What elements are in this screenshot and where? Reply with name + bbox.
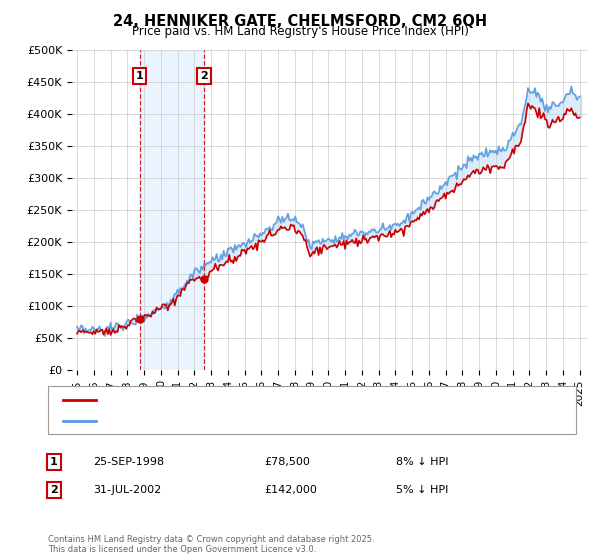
Text: HPI: Average price, semi-detached house, Chelmsford: HPI: Average price, semi-detached house,… (102, 416, 383, 426)
Text: 5% ↓ HPI: 5% ↓ HPI (396, 485, 448, 495)
Text: 8% ↓ HPI: 8% ↓ HPI (396, 457, 449, 467)
Text: £78,500: £78,500 (264, 457, 310, 467)
Bar (140, 50, 204, 370)
Text: £142,000: £142,000 (264, 485, 317, 495)
Text: 1: 1 (50, 457, 58, 467)
Text: 24, HENNIKER GATE, CHELMSFORD, CM2 6QH: 24, HENNIKER GATE, CHELMSFORD, CM2 6QH (113, 14, 487, 29)
Text: 24, HENNIKER GATE, CHELMSFORD, CM2 6QH (semi-detached house): 24, HENNIKER GATE, CHELMSFORD, CM2 6QH (… (102, 395, 463, 405)
Text: 2: 2 (200, 71, 208, 81)
Text: Price paid vs. HM Land Registry's House Price Index (HPI): Price paid vs. HM Land Registry's House … (131, 25, 469, 38)
Text: 1: 1 (136, 71, 143, 81)
Text: 2: 2 (50, 485, 58, 495)
Text: 31-JUL-2002: 31-JUL-2002 (93, 485, 161, 495)
Text: Contains HM Land Registry data © Crown copyright and database right 2025.
This d: Contains HM Land Registry data © Crown c… (48, 535, 374, 554)
Text: 25-SEP-1998: 25-SEP-1998 (93, 457, 164, 467)
